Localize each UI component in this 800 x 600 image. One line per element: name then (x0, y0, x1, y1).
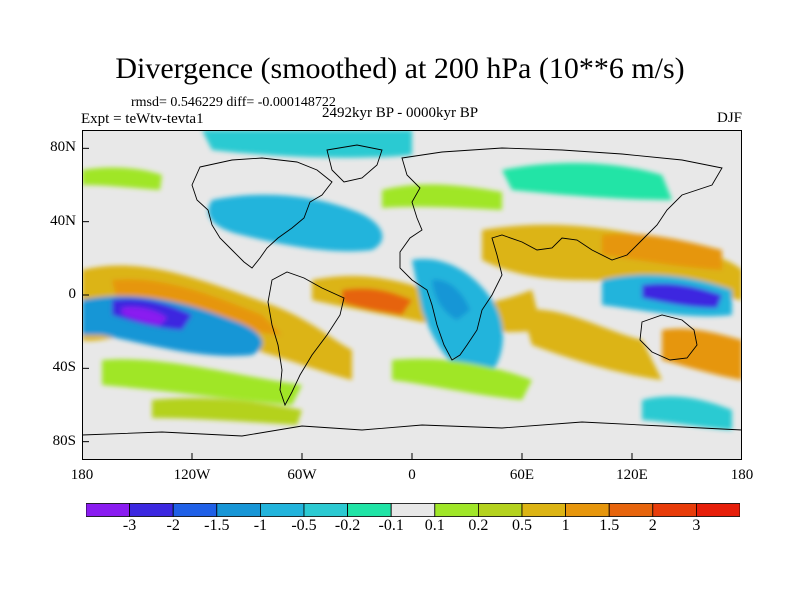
greenland-outline (326, 144, 383, 183)
x-tick-label: 60E (509, 467, 535, 483)
y-tick-label: 80N (50, 139, 76, 156)
colorbar-swatch (172, 503, 218, 517)
coastlines (82, 144, 742, 437)
colorbar-label: 1.5 (599, 517, 620, 534)
period-label: 2492kyr BP - 0000kyr BP (322, 105, 479, 121)
experiment-label: Expt = teWtv-tevta1 (81, 111, 204, 127)
south-america-outline (267, 271, 345, 407)
colorbar-label: -2 (166, 517, 180, 534)
plot-title: Divergence (smoothed) at 200 hPa (10**6 … (115, 52, 685, 85)
colorbar-swatch (303, 503, 348, 517)
north-america-outline (191, 157, 333, 269)
x-tick-label: 180 (730, 467, 754, 483)
y-tick-label: 80S (52, 432, 76, 449)
colorbar-swatch (347, 503, 392, 517)
x-tick-label: 60W (287, 467, 317, 483)
y-axis-ticks (82, 147, 89, 443)
colorbar-swatch (565, 503, 610, 517)
colorbar-swatch (477, 503, 523, 517)
colorbar-swatch (434, 503, 479, 517)
colorbar (86, 503, 740, 517)
stats-label: rmsd= 0.546229 diff= -0.000148722 (131, 95, 336, 110)
y-tick-label: 0 (68, 286, 77, 302)
colorbar-swatch (216, 503, 261, 517)
colorbar-label: 0.5 (512, 517, 532, 534)
antarctica-outline (82, 421, 742, 437)
colorbar-label: -0.5 (291, 517, 317, 534)
divergence-map (82, 130, 742, 460)
colorbar-label: 0.2 (468, 517, 489, 534)
colorbar-label: 2 (648, 517, 657, 534)
x-tick-label: 120E (616, 467, 648, 483)
colorbar-swatch (259, 503, 305, 517)
y-tick-label: 40S (52, 359, 76, 376)
colorbar-label: 1 (561, 517, 570, 534)
x-tick-label: 0 (408, 467, 416, 483)
colorbar-label: -1.5 (204, 517, 230, 534)
x-tick-label: 180 (70, 467, 94, 483)
colorbar-label: -3 (122, 517, 137, 534)
colorbar-label: 3 (692, 517, 701, 534)
colorbar-swatch (608, 503, 654, 517)
colorbar-label: -0.2 (334, 517, 361, 534)
colorbar-label: 0.1 (424, 517, 445, 534)
colorbar-swatch (652, 503, 697, 517)
australia-outline (639, 314, 698, 361)
colorbar-swatch (521, 503, 566, 517)
season-label: DJF (716, 110, 742, 126)
colorbar-label: -1 (253, 517, 268, 534)
colorbar-swatch (86, 503, 130, 517)
colorbar-label: -0.1 (378, 517, 404, 534)
colorbar-swatch (390, 503, 436, 517)
divergence-field (82, 130, 742, 430)
x-axis-ticks (82, 453, 742, 460)
colorbar-swatch (696, 503, 740, 517)
x-tick-label: 120W (173, 467, 211, 483)
eurasia-africa-outline (399, 147, 723, 361)
colorbar-swatch (129, 503, 174, 517)
y-tick-label: 40N (50, 212, 76, 229)
